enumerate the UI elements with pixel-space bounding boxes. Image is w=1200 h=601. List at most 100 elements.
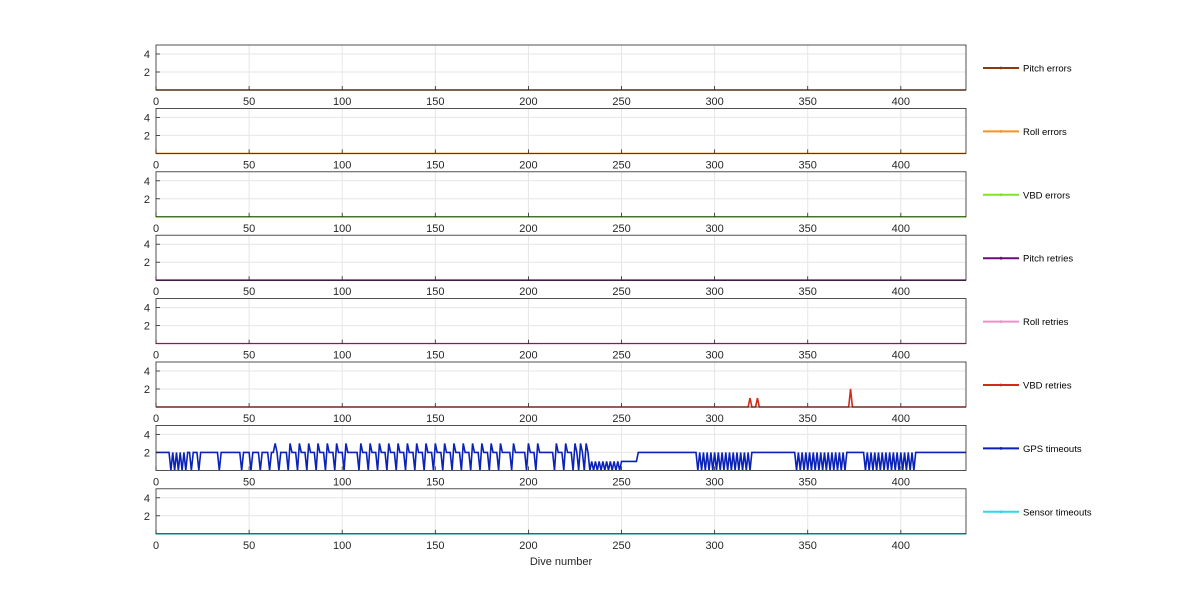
legend-label: VBD errors — [1023, 190, 1070, 201]
x-tick-label: 100 — [333, 540, 351, 552]
x-tick-label: 350 — [799, 223, 817, 235]
legend-marker — [999, 256, 1003, 260]
y-tick-label: 2 — [144, 511, 150, 523]
legend-label: GPS timeouts — [1023, 444, 1082, 455]
legend-label: VBD retries — [1023, 381, 1072, 392]
axes-background — [156, 45, 966, 90]
x-tick-label: 200 — [519, 159, 537, 171]
legend-marker — [999, 66, 1003, 70]
legend-marker — [999, 193, 1003, 197]
x-tick-label: 350 — [799, 96, 817, 108]
axes-frame — [155, 361, 967, 408]
axes-frame — [155, 171, 967, 218]
x-tick-label: 200 — [519, 540, 537, 552]
y-tick-label: 2 — [144, 130, 150, 142]
panel: 0 50 100 150 200 250 300 350 400 2 4 Pitch errors — [144, 44, 1072, 108]
x-tick-label: 200 — [519, 96, 537, 108]
y-tick-label: 2 — [144, 447, 150, 459]
x-tick-label: 150 — [426, 476, 444, 488]
x-tick-label: 50 — [243, 476, 255, 488]
y-tick-label: 4 — [144, 366, 150, 378]
y-tick-label: 4 — [144, 49, 150, 61]
y-tick-label: 2 — [144, 194, 150, 206]
x-tick-label: 400 — [892, 540, 910, 552]
x-tick-label: 50 — [243, 286, 255, 298]
x-tick-label: 250 — [612, 286, 630, 298]
y-tick-label: 4 — [144, 239, 150, 251]
x-tick-label: 0 — [153, 413, 159, 425]
x-tick-label: 300 — [705, 286, 723, 298]
x-tick-label: 100 — [333, 476, 351, 488]
x-tick-label: 50 — [243, 223, 255, 235]
x-tick-label: 0 — [153, 476, 159, 488]
axes-frame — [155, 424, 967, 471]
x-tick-label: 250 — [612, 96, 630, 108]
axes-frame — [155, 108, 967, 154]
x-tick-label: 350 — [799, 540, 817, 552]
x-tick-label: 150 — [426, 350, 444, 362]
y-tick-label: 4 — [144, 493, 150, 505]
x-tick-label: 200 — [519, 350, 537, 362]
panel: 0 50 100 150 200 250 300 350 400 2 4 Roll errors — [144, 108, 1067, 171]
x-tick-label: 100 — [333, 286, 351, 298]
legend-marker — [999, 510, 1003, 514]
x-tick-label: 400 — [892, 96, 910, 108]
x-tick-label: 0 — [153, 350, 159, 362]
axes-frame — [155, 44, 967, 91]
x-tick-label: 50 — [243, 350, 255, 362]
axes-frame — [155, 298, 967, 345]
x-tick-label: 100 — [333, 223, 351, 235]
x-tick-label: 200 — [519, 476, 537, 488]
x-tick-label: 300 — [705, 476, 723, 488]
y-tick-label: 4 — [144, 303, 150, 315]
x-tick-label: 100 — [333, 350, 351, 362]
axes-background — [156, 488, 966, 534]
panel: 0 50 100 150 200 250 300 350 400 2 4 Pitch retries — [144, 234, 1073, 298]
x-tick-label: 0 — [153, 223, 159, 235]
x-tick-label: 150 — [426, 96, 444, 108]
x-tick-label: 250 — [612, 350, 630, 362]
x-tick-label: 150 — [426, 413, 444, 425]
legend-label: Roll errors — [1023, 127, 1067, 138]
x-tick-label: 400 — [892, 286, 910, 298]
x-tick-label: 50 — [243, 540, 255, 552]
panel: 0 50 100 150 200 250 300 350 400 2 4 Sensor timeout… — [144, 488, 1092, 552]
y-tick-label: 4 — [144, 112, 150, 124]
x-tick-label: 150 — [426, 286, 444, 298]
x-tick-label: 200 — [519, 286, 537, 298]
x-tick-label: 300 — [705, 350, 723, 362]
x-tick-label: 350 — [799, 413, 817, 425]
y-tick-label: 2 — [144, 67, 150, 79]
x-tick-label: 250 — [612, 159, 630, 171]
x-tick-label: 150 — [426, 223, 444, 235]
x-tick-label: 350 — [799, 350, 817, 362]
legend-marker — [999, 320, 1003, 323]
x-tick-label: 50 — [243, 96, 255, 108]
axes-background — [156, 298, 966, 344]
x-tick-label: 0 — [153, 96, 159, 108]
axes-background — [156, 235, 966, 281]
x-axis-label: Dive number — [530, 556, 593, 568]
x-tick-label: 400 — [892, 223, 910, 235]
x-tick-label: 400 — [892, 413, 910, 425]
legend-label: Roll retries — [1023, 317, 1069, 328]
x-tick-label: 350 — [799, 286, 817, 298]
panel: 0 50 100 150 200 250 300 350 400 2 4 VBD errors — [144, 171, 1070, 235]
x-tick-label: 400 — [892, 159, 910, 171]
x-tick-label: 50 — [243, 159, 255, 171]
axes-frame — [155, 488, 967, 535]
x-tick-label: 250 — [612, 540, 630, 552]
x-tick-label: 0 — [153, 540, 159, 552]
x-tick-label: 0 — [153, 286, 159, 298]
x-tick-label: 350 — [799, 159, 817, 171]
x-tick-label: 150 — [426, 159, 444, 171]
legend-marker — [999, 130, 1003, 133]
axes-background — [156, 108, 966, 154]
legend-marker — [999, 383, 1003, 387]
y-tick-label: 4 — [144, 176, 150, 188]
x-tick-label: 250 — [612, 413, 630, 425]
legend-label: Sensor timeouts — [1023, 507, 1092, 518]
y-tick-label: 2 — [144, 321, 150, 333]
